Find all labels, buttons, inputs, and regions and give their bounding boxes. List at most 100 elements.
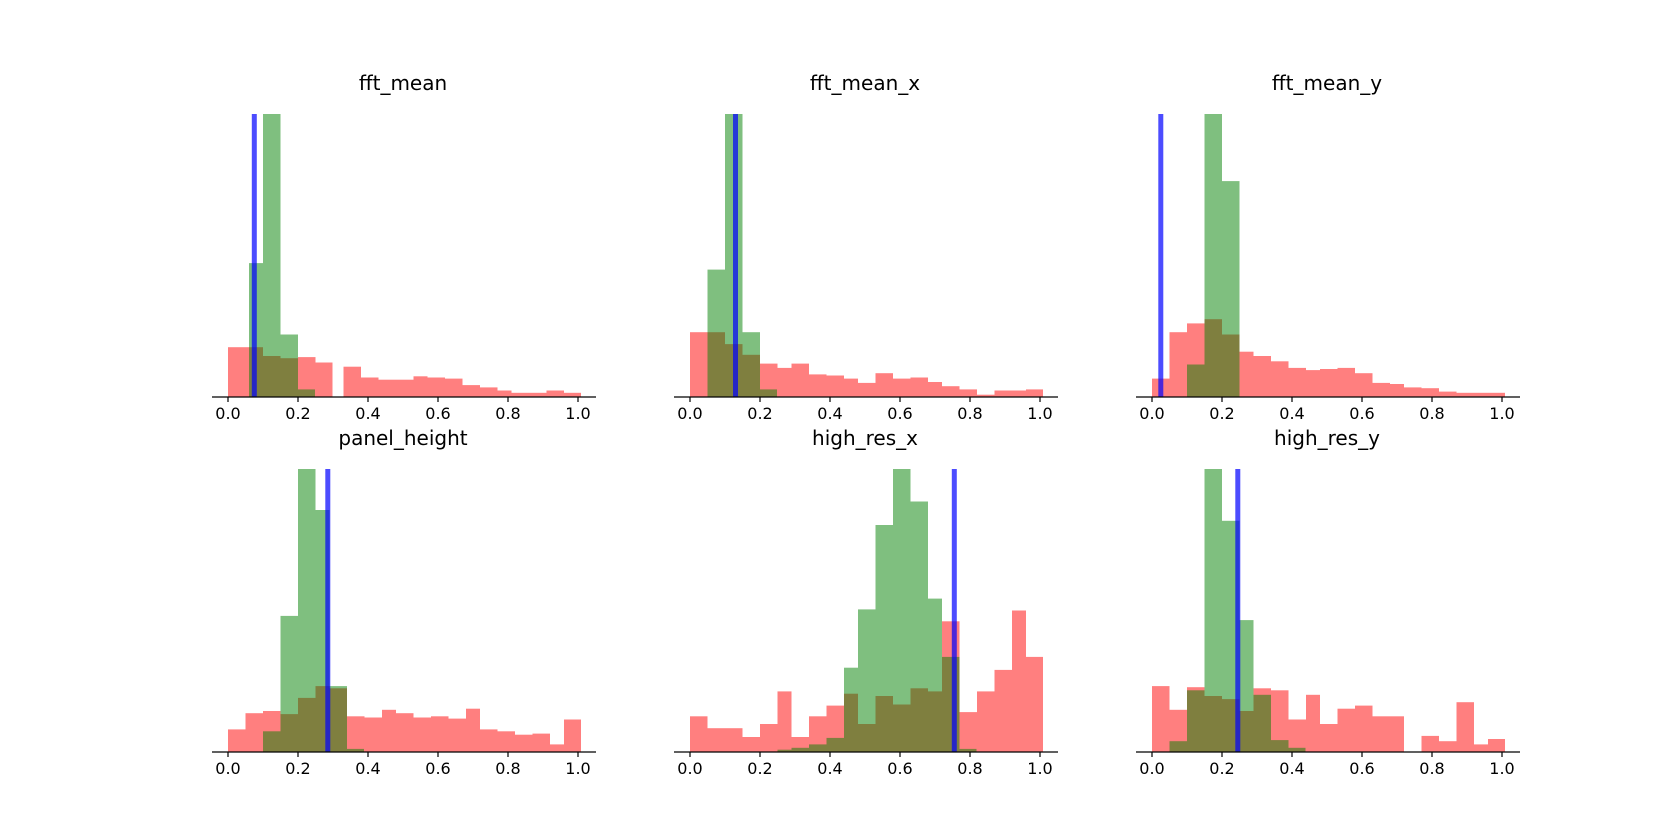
red-bar xyxy=(760,363,778,397)
x-tick-label: 1.0 xyxy=(1489,759,1514,778)
x-tick-label: 0.6 xyxy=(425,759,450,778)
red-bar xyxy=(1239,351,1254,397)
red-bar xyxy=(378,379,396,397)
red-bar xyxy=(1271,690,1289,752)
x-tick-label: 0.2 xyxy=(747,759,772,778)
green-bar xyxy=(707,269,725,397)
green-bar xyxy=(1187,364,1205,397)
red-bar xyxy=(550,744,564,752)
red-bar xyxy=(826,375,844,397)
red-bar xyxy=(1372,716,1390,752)
red-bar xyxy=(532,733,550,752)
red-bar xyxy=(1152,686,1170,752)
green-bar xyxy=(742,332,760,397)
x-tick-label: 0.4 xyxy=(817,404,842,423)
green-bar xyxy=(298,469,316,752)
green-bar xyxy=(329,686,347,752)
red-bar xyxy=(445,378,463,397)
red-bar xyxy=(298,357,316,397)
red-bar xyxy=(480,387,498,397)
x-tick-label: 0.4 xyxy=(817,759,842,778)
subplot-title: fft_mean_y xyxy=(1272,71,1382,95)
green-bar xyxy=(1187,690,1205,752)
subplot-title: fft_mean_x xyxy=(810,71,920,95)
red-bar xyxy=(942,386,960,397)
red-bar xyxy=(1271,361,1289,397)
red-bar xyxy=(364,717,382,752)
red-bar xyxy=(959,389,977,397)
red-bar xyxy=(1474,392,1488,397)
red-bar xyxy=(1012,390,1026,397)
x-tick-label: 0.4 xyxy=(355,759,380,778)
green-bar xyxy=(844,667,858,752)
red-bar xyxy=(844,378,858,397)
x-tick-label: 0.6 xyxy=(425,404,450,423)
red-bar xyxy=(1421,735,1439,752)
red-bar xyxy=(791,363,809,397)
red-bar xyxy=(1320,724,1338,752)
red-bar xyxy=(760,724,778,752)
green-bar xyxy=(760,389,777,397)
green-bar xyxy=(263,731,281,752)
green-bar xyxy=(263,114,281,397)
red-bar xyxy=(564,392,581,397)
red-bar xyxy=(809,374,827,397)
green-bar xyxy=(875,525,893,752)
x-tick-label: 0.0 xyxy=(1139,759,1164,778)
red-bar xyxy=(413,376,428,397)
x-tick-label: 1.0 xyxy=(1489,404,1514,423)
green-bar xyxy=(826,737,844,752)
red-bar xyxy=(1306,370,1320,397)
red-bar xyxy=(462,385,480,397)
red-bar xyxy=(1288,719,1306,752)
red-bar xyxy=(994,390,1012,397)
red-bar xyxy=(480,729,498,752)
subplot-high_res_y: 0.0 0.2 0.4 0.6 0.8 1.0 high_res_y xyxy=(1136,426,1520,778)
x-tick-label: 0.0 xyxy=(215,404,240,423)
red-bar xyxy=(707,728,725,752)
x-tick-label: 0.6 xyxy=(887,759,912,778)
red-bar xyxy=(382,709,396,752)
green-bar xyxy=(959,748,977,752)
red-bar xyxy=(959,712,977,752)
red-bar xyxy=(690,332,708,397)
red-bar xyxy=(515,734,533,752)
x-tick-label: 0.0 xyxy=(215,759,240,778)
x-tick-label: 0.2 xyxy=(1209,404,1234,423)
red-bar xyxy=(1421,388,1439,397)
red-bar xyxy=(1026,389,1043,397)
x-tick-label: 0.6 xyxy=(887,404,912,423)
red-bar xyxy=(1306,694,1320,752)
green-bar xyxy=(298,389,315,397)
red-bar xyxy=(977,691,995,752)
x-tick-label: 0.8 xyxy=(495,759,520,778)
x-tick-label: 0.8 xyxy=(495,404,520,423)
red-bar xyxy=(497,390,512,397)
red-bar xyxy=(1026,656,1043,752)
green-bar xyxy=(910,501,928,752)
x-tick-label: 0.4 xyxy=(1279,404,1304,423)
red-bar xyxy=(396,713,414,752)
x-tick-label: 1.0 xyxy=(1027,404,1052,423)
green-bar xyxy=(809,744,827,752)
red-bar xyxy=(809,716,827,752)
red-bar xyxy=(1355,373,1373,397)
red-bar xyxy=(315,362,333,397)
x-tick-label: 0.6 xyxy=(1349,404,1374,423)
red-bar xyxy=(1288,367,1306,397)
red-bar xyxy=(361,377,379,397)
red-bar xyxy=(564,719,581,752)
red-bar xyxy=(1456,392,1474,397)
red-bar xyxy=(1253,356,1271,397)
red-bar xyxy=(228,347,249,397)
green-bar xyxy=(928,598,942,752)
red-bar xyxy=(1355,705,1373,752)
red-bar xyxy=(347,716,365,752)
red-bar xyxy=(466,708,480,752)
green-bar xyxy=(1222,520,1240,752)
red-bar xyxy=(1390,384,1404,397)
green-bar xyxy=(1204,114,1222,397)
green-bar xyxy=(1239,620,1254,752)
red-bar xyxy=(546,390,564,397)
x-tick-label: 1.0 xyxy=(1027,759,1052,778)
